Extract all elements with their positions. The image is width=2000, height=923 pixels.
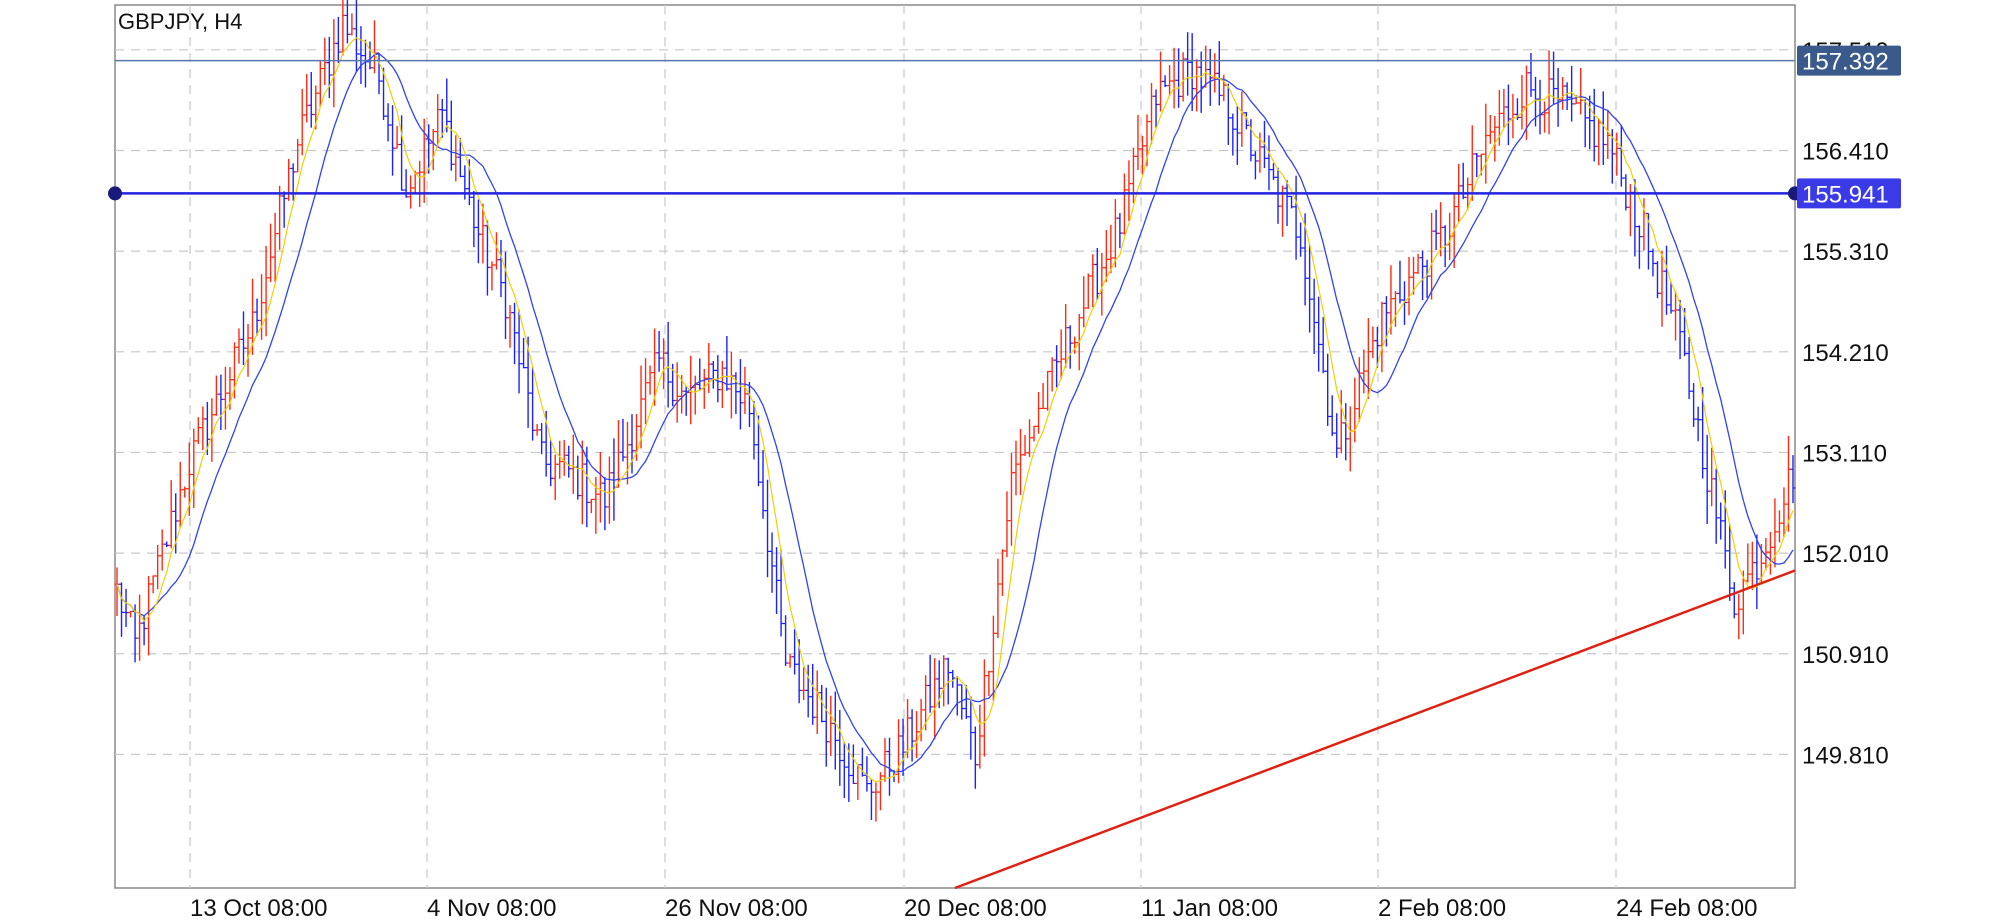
symbol-timeframe-label: GBPJPY, H4: [118, 9, 242, 34]
time-tick-label: 2 Feb 08:00: [1378, 895, 1506, 922]
price-tick-label: 154.210: [1802, 340, 1889, 367]
time-tick-label: 4 Nov 08:00: [427, 895, 556, 922]
time-axis: 13 Oct 08:00 4 Nov 08:00 26 Nov 08:00 20 De…: [190, 895, 1757, 922]
time-tick-label: 24 Feb 08:00: [1616, 895, 1757, 922]
plot-frame: [114, 4, 1796, 889]
time-tick-label: 13 Oct 08:00: [190, 895, 327, 922]
price-tick-label: 155.310: [1802, 239, 1889, 266]
price-tick-label: 156.410: [1802, 138, 1889, 165]
price-badge-157-392: [1797, 45, 1901, 76]
trendline[interactable]: [954, 569, 1796, 890]
moving-average-fast: [116, 37, 1794, 783]
line-handle-left[interactable]: [108, 186, 122, 201]
time-tick-label: 11 Jan 08:00: [1141, 895, 1278, 922]
time-tick-label: 20 Dec 08:00: [904, 895, 1047, 922]
price-tick-label: 153.110: [1802, 440, 1887, 467]
price-badge-155-941-label: 155.941: [1802, 181, 1889, 208]
price-tick-label: 152.010: [1802, 541, 1889, 568]
price-tick-label: 149.810: [1802, 742, 1889, 769]
price-badge-157-392-label: 157.392: [1802, 49, 1889, 76]
price-tick-label: 150.910: [1802, 642, 1889, 669]
price-axis: 157.510156.410155.310154.210153.110152.0…: [1802, 38, 1889, 770]
time-tick-label: 26 Nov 08:00: [665, 895, 808, 922]
moving-average-slow: [116, 53, 1794, 773]
price-badge-155-941: [1797, 178, 1901, 209]
grid: [115, 5, 1795, 888]
